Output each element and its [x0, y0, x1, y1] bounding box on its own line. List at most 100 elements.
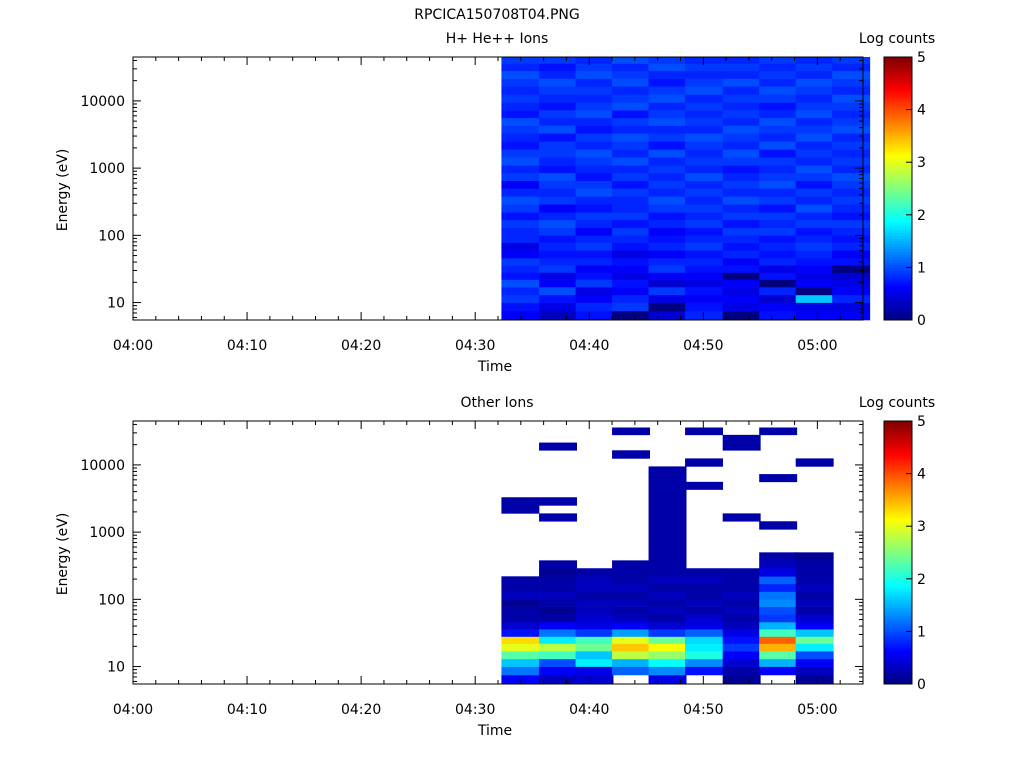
heatmap-cell	[795, 583, 834, 592]
heatmap-cell	[759, 629, 798, 637]
heatmap-cell	[759, 110, 798, 119]
heatmap-cell	[722, 63, 761, 72]
heatmap-cell	[648, 235, 687, 243]
heatmap-cell	[501, 94, 540, 103]
heatmap-cell	[722, 227, 761, 236]
heatmap-cell	[575, 94, 614, 103]
heatmap-cell	[648, 576, 687, 585]
colorbar-segment	[884, 83, 912, 87]
colorbar-segment	[884, 170, 912, 174]
heatmap-cell	[501, 674, 540, 685]
colorbar-segment	[884, 563, 912, 567]
heatmap-cell	[612, 606, 650, 615]
heatmap-cell	[759, 57, 798, 64]
heatmap-cell	[795, 242, 834, 251]
heatmap-cell	[539, 57, 577, 64]
colorbar-segment	[884, 104, 912, 108]
colorbar-segment	[884, 476, 912, 480]
heatmap-cell	[795, 94, 834, 103]
colorbar-segment	[884, 309, 912, 313]
colorbar-segment	[884, 528, 912, 532]
colorbar-segment	[884, 657, 912, 661]
panel-top-colorbar: 0 1 2 3 4 5	[883, 50, 926, 329]
heatmap-cell	[722, 242, 761, 251]
colorbar-segment	[884, 101, 912, 105]
colorbar-segment	[884, 70, 912, 74]
heatmap-cell	[575, 651, 614, 660]
heatmap-cell	[795, 458, 834, 467]
colorbar-segment	[884, 212, 912, 216]
heatmap-cell	[685, 219, 723, 228]
heatmap-cell	[539, 70, 577, 79]
heatmap-cell	[759, 666, 798, 676]
heatmap-cell	[539, 576, 577, 585]
heatmap-cell	[795, 57, 834, 64]
colorbar-segment	[884, 201, 912, 205]
heatmap-cell	[722, 110, 761, 119]
colorbar-segment	[884, 510, 912, 514]
heatmap-cell	[795, 560, 834, 569]
heatmap-cell	[685, 614, 723, 623]
heatmap-cell	[612, 242, 650, 251]
heatmap-cell	[648, 196, 687, 205]
colorbar-segment	[884, 618, 912, 622]
heatmap-cell	[612, 235, 650, 243]
colorbar-segment	[884, 449, 912, 453]
colorbar-segment	[884, 626, 912, 630]
heatmap-cell	[685, 250, 723, 259]
heatmap-cell	[501, 86, 540, 95]
colorbar-segment	[884, 584, 912, 588]
colorbar-segment	[884, 565, 912, 569]
y-tick-label: 100	[98, 592, 125, 608]
colorbar-segment	[884, 296, 912, 300]
heatmap-cell	[795, 576, 834, 585]
colorbar-segment	[884, 162, 912, 166]
colorbar-segment	[884, 135, 912, 139]
heatmap-cell	[648, 250, 687, 259]
colorbar-segment	[884, 267, 912, 271]
heatmap-cell	[648, 219, 687, 228]
heatmap-cell	[612, 212, 650, 221]
colorbar-segment	[884, 204, 912, 208]
panel-bottom-colorbar: 0 1 2 3 4 5	[883, 414, 926, 693]
colorbar-segment	[884, 549, 912, 553]
heatmap-cell	[685, 117, 723, 126]
colorbar-segment	[884, 80, 912, 84]
heatmap-cell	[575, 117, 614, 126]
colorbar-segment	[884, 552, 912, 556]
heatmap-cell	[832, 125, 871, 134]
heatmap-cell	[539, 172, 577, 181]
colorbar-segment	[884, 141, 912, 145]
heatmap-cell	[575, 141, 614, 150]
colorbar-tick-label: 1	[917, 260, 926, 276]
heatmap-cell	[501, 591, 540, 600]
colorbar-segment	[884, 220, 912, 224]
heatmap-cell	[795, 102, 834, 111]
colorbar-segment	[884, 539, 912, 543]
heatmap-cell	[685, 629, 723, 637]
heatmap-cell	[832, 141, 871, 150]
heatmap-cell	[685, 204, 723, 213]
panel-bottom-xlabel: Time	[477, 723, 512, 739]
heatmap-cell	[759, 117, 798, 126]
heatmap-cell	[832, 258, 871, 266]
heatmap-cell	[575, 606, 614, 615]
heatmap-cell	[722, 258, 761, 266]
heatmap-cell	[501, 666, 540, 676]
colorbar-segment	[884, 673, 912, 677]
heatmap-cell	[575, 614, 614, 623]
y-tick-label: 100	[98, 228, 125, 244]
colorbar-segment	[884, 478, 912, 482]
heatmap-cell	[501, 287, 540, 296]
colorbar-segment	[884, 428, 912, 432]
colorbar-segment	[884, 589, 912, 593]
heatmap-cell	[722, 125, 761, 134]
colorbar-segment	[884, 196, 912, 200]
heatmap-cell	[759, 133, 798, 142]
heatmap-cell	[539, 165, 577, 174]
heatmap-cell	[759, 172, 798, 181]
heatmap-cell	[501, 606, 540, 615]
heatmap-cell	[685, 651, 723, 660]
heatmap-cell	[612, 57, 650, 64]
heatmap-cell	[612, 636, 650, 644]
